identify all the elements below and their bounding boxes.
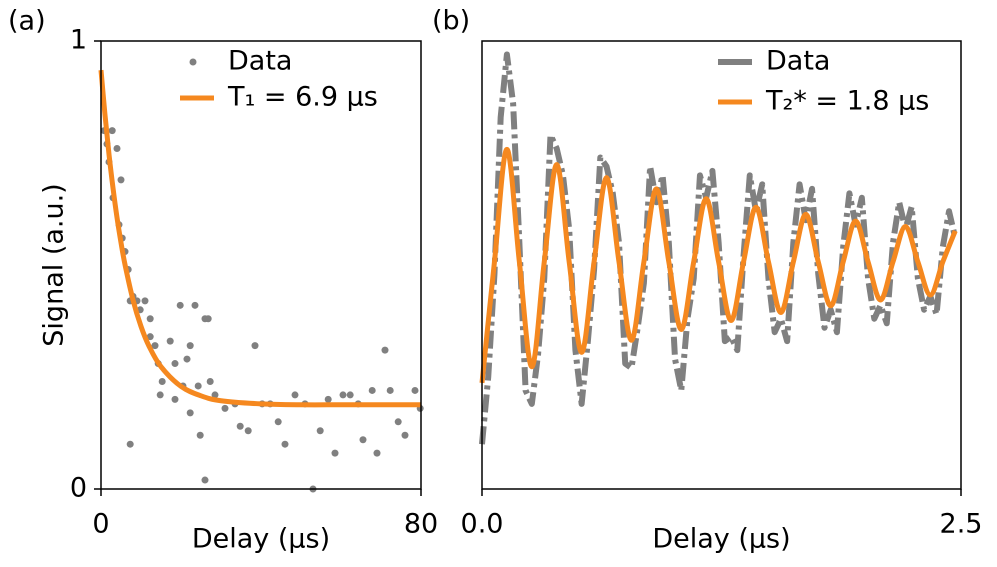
panel-label: (b) xyxy=(432,6,470,37)
x-tick-label: 0.0 xyxy=(461,509,504,540)
x-tick-label: 80 xyxy=(404,509,438,540)
data-point xyxy=(346,391,354,399)
data-point xyxy=(126,440,134,448)
data-point xyxy=(204,315,212,323)
data-point xyxy=(251,342,259,350)
legend-label: Data xyxy=(228,46,292,77)
data-point xyxy=(151,342,159,350)
data-point xyxy=(108,127,116,135)
data-point xyxy=(274,418,282,426)
data-point xyxy=(166,337,174,345)
data-point xyxy=(381,346,389,354)
legend-label: Data xyxy=(766,46,830,77)
data-point xyxy=(158,377,166,385)
data-point xyxy=(373,449,381,457)
data-point xyxy=(401,431,409,439)
data-point xyxy=(141,297,149,305)
fit-line xyxy=(479,146,958,384)
y-tick-label: 1 xyxy=(70,25,87,56)
data-point xyxy=(221,404,229,412)
data-point xyxy=(113,145,121,153)
data-point xyxy=(206,377,214,385)
data-point xyxy=(196,431,204,439)
data-line xyxy=(479,51,959,445)
data-point xyxy=(201,476,209,484)
legend-label: T₁ = 6.9 μs xyxy=(227,82,378,113)
data-point xyxy=(146,315,154,323)
x-axis-label: Delay (μs) xyxy=(192,524,330,555)
legend-marker xyxy=(189,58,197,66)
data-point xyxy=(244,427,252,435)
legend-label: T₂* = 1.8 μs xyxy=(765,86,929,117)
data-point xyxy=(411,386,419,394)
data-point xyxy=(186,342,194,350)
y-tick-label: 0 xyxy=(70,473,87,504)
data-point xyxy=(194,382,202,390)
data-point xyxy=(291,391,299,399)
data-point xyxy=(156,391,164,399)
data-point xyxy=(117,176,125,184)
fit-line xyxy=(98,69,421,408)
data-point xyxy=(186,409,194,417)
data-point xyxy=(146,333,154,341)
data-point xyxy=(236,422,244,430)
data-point xyxy=(339,391,347,399)
data-point xyxy=(331,449,339,457)
data-point xyxy=(386,386,394,394)
data-point xyxy=(281,440,289,448)
panel-label: (a) xyxy=(8,6,46,37)
x-tick-label: 0 xyxy=(92,509,109,540)
y-axis-label: Signal (a.u.) xyxy=(39,183,70,346)
data-point xyxy=(171,395,179,403)
x-axis-label: Delay (μs) xyxy=(652,524,790,555)
plot-frame xyxy=(100,40,422,490)
data-point xyxy=(316,427,324,435)
data-point xyxy=(191,301,199,309)
data-point xyxy=(368,386,376,394)
data-point xyxy=(211,391,219,399)
x-tick-label: 2.5 xyxy=(940,509,983,540)
plot-frame xyxy=(481,40,962,490)
data-point xyxy=(359,436,367,444)
data-point xyxy=(394,418,402,426)
data-point xyxy=(324,395,332,403)
data-point xyxy=(183,355,191,363)
data-point xyxy=(171,360,179,368)
data-point xyxy=(176,301,184,309)
